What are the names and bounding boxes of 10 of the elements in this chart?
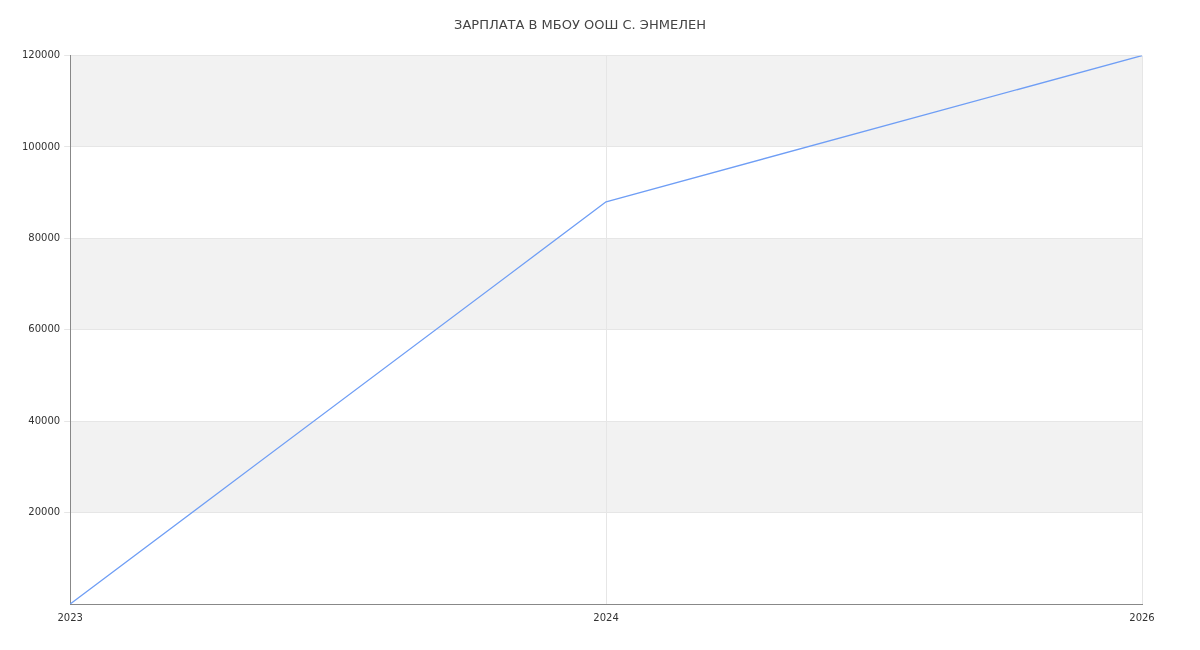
x-tick-label: 2024 (593, 611, 619, 623)
x-tick-label: 2023 (57, 611, 83, 623)
y-tick-label: 100000 (21, 140, 61, 152)
x-tick-label: 2026 (1129, 611, 1155, 623)
chart-title: ЗАРПЛАТА В МБОУ ООШ С. ЭНМЕЛЕН (454, 17, 706, 33)
y-tick-label: 80000 (28, 231, 61, 243)
y-tick-label: 20000 (28, 506, 61, 518)
y-tick-label: 40000 (28, 414, 61, 426)
y-tick-label: 120000 (21, 49, 61, 61)
y-tick-label: 60000 (28, 323, 61, 335)
